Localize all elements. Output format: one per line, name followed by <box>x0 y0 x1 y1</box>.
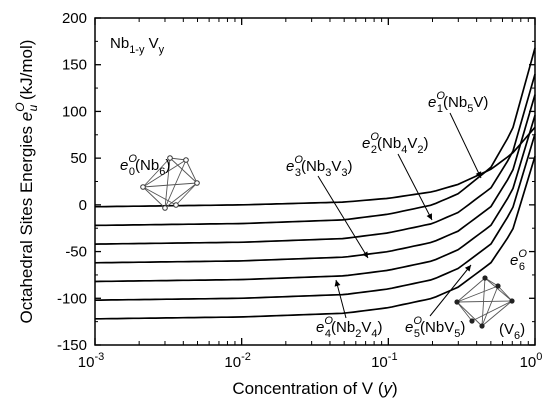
y-axis-title: Octahedral Sites Energies eOu (kJ/mol) <box>13 40 40 324</box>
x-tick-label: 10-2 <box>224 351 250 371</box>
x-tick-label: 10-3 <box>78 351 104 371</box>
annotation-arrow-e2 <box>397 153 433 221</box>
y-tick-label: 200 <box>62 10 87 27</box>
octahedron-v-icon <box>454 275 515 329</box>
system-label: Nb1-y Vy <box>110 35 165 56</box>
annotation-arrow-e5-head <box>464 265 471 272</box>
annotation-arrow-e5 <box>429 264 472 317</box>
octahedron-nb-icon <box>140 155 200 211</box>
y-tick-label: -100 <box>57 290 87 307</box>
annotation-e4: eO 4(Nb2V4) <box>316 315 382 340</box>
x-tick-label: 10-1 <box>371 351 397 371</box>
series-line-6 <box>95 156 536 320</box>
annotation-arrow-e2-head <box>426 213 432 220</box>
series-line-4 <box>94 114 536 283</box>
annotation-e6-formula: (V6) <box>499 321 525 342</box>
annotation-arrow-e3 <box>317 175 369 259</box>
annotation-arrow-e1 <box>449 112 482 179</box>
y-tick-label: 100 <box>62 103 87 120</box>
annotation-arrow-e1-head <box>475 171 482 178</box>
x-tick-label: 100 <box>520 351 543 371</box>
y-tick-label: -150 <box>57 337 87 354</box>
annotation-e6-label: eO 6 <box>510 248 527 273</box>
y-tick-label: 0 <box>79 197 87 214</box>
annotation-e1: eO 1(Nb5V) <box>428 90 488 115</box>
series-line-2 <box>94 73 536 245</box>
y-tick-label: -50 <box>65 244 87 261</box>
annotation-arrow-e4 <box>335 279 347 319</box>
annotation-arrow-e3-head <box>362 251 368 258</box>
annotation-e0: eO 0(Nb6) <box>120 153 170 178</box>
annotation-arrow-e4-head <box>334 280 341 287</box>
annotation-e5: eO 5(NbV5) <box>405 315 465 340</box>
y-tick-label: 150 <box>62 57 87 74</box>
annotation-e2: eO 2(Nb4V2) <box>362 131 428 156</box>
y-tick-label: 50 <box>70 150 87 167</box>
series-line-5 <box>94 133 536 302</box>
series-line-3 <box>94 94 536 264</box>
series-line-1 <box>94 47 536 227</box>
x-axis-title: Concentration of V (y) <box>232 379 397 398</box>
annotation-e3: eO 3(Nb3V3) <box>286 154 352 179</box>
